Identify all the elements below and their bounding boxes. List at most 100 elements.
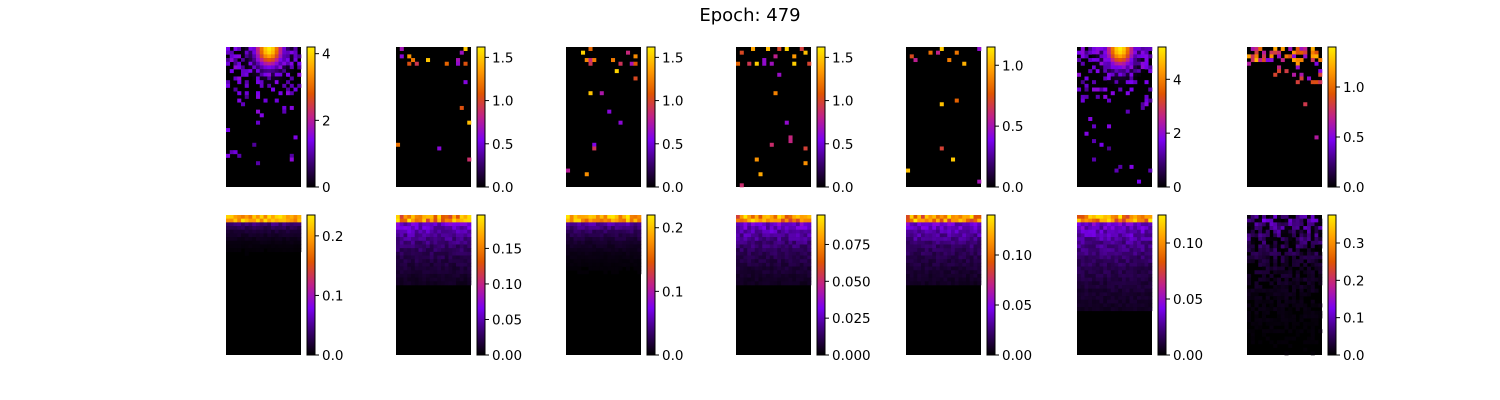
heatmap-cell	[962, 244, 967, 249]
heatmap-cell	[773, 259, 778, 264]
heatmap-cell	[943, 226, 948, 231]
heatmap-cell	[282, 69, 287, 74]
heatmap-cell	[1107, 215, 1112, 219]
heatmap-cell	[1129, 285, 1134, 289]
heatmap-cell	[626, 215, 631, 219]
heatmap-cell	[256, 58, 261, 63]
heatmap-cell	[1310, 244, 1315, 249]
heatmap-cell	[1095, 87, 1100, 92]
heatmap-cell	[766, 270, 771, 275]
heatmap-cell	[1277, 321, 1282, 326]
heatmap-cell	[581, 50, 586, 55]
heatmap-cell	[286, 58, 291, 63]
heatmap-cell	[259, 80, 264, 85]
heatmap-cell	[252, 233, 257, 238]
heatmap-cell	[977, 218, 982, 223]
heatmap-cell	[932, 270, 937, 275]
heatmap-cell	[566, 222, 571, 227]
heatmap-cell	[259, 69, 264, 74]
heatmap-cell	[1144, 233, 1149, 238]
heatmap-cell	[762, 237, 767, 242]
heatmap-cell	[803, 233, 808, 238]
heatmap-cell	[1129, 262, 1134, 267]
colorbar-tick-label: 0.00	[1173, 348, 1203, 364]
heatmap-cell	[259, 226, 264, 231]
heatmap-cell	[1318, 329, 1323, 334]
heatmap-cell	[792, 270, 797, 275]
heatmap-cell	[1303, 270, 1308, 275]
heatmap-cell	[573, 255, 578, 260]
heatmap-cell	[1310, 288, 1315, 293]
heatmap-cell	[233, 65, 238, 70]
heatmap-cell	[448, 277, 453, 282]
heatmap-cell	[452, 259, 457, 264]
heatmap-cell	[237, 237, 242, 242]
heatmap-cell	[1099, 251, 1104, 256]
heatmap-cell	[456, 215, 461, 219]
heatmap-cell	[237, 54, 242, 59]
heatmap-cell	[1269, 329, 1274, 334]
heatmap-cell	[743, 244, 748, 249]
heatmap-cell	[751, 277, 756, 282]
heatmap-cell	[637, 233, 642, 238]
heatmap-cell	[429, 215, 434, 219]
heatmap-cell	[566, 248, 571, 253]
heatmap-cell	[1280, 303, 1285, 308]
heatmap-cell	[603, 259, 608, 264]
heatmap-cell	[407, 226, 412, 231]
heatmap-cell	[973, 270, 978, 275]
heatmap-cell	[1077, 299, 1082, 304]
heatmap-cell	[762, 233, 767, 238]
heatmap-cell	[792, 255, 797, 260]
heatmap-cell	[1092, 233, 1097, 238]
heatmap-cell	[452, 226, 457, 231]
heatmap-cell	[1247, 248, 1252, 253]
heatmap-cell	[429, 262, 434, 267]
heatmap-cell	[792, 281, 797, 286]
heatmap-cell	[607, 233, 612, 238]
heatmap-cell	[947, 218, 952, 223]
heatmap-cell	[1284, 273, 1289, 278]
heatmap-cell	[1273, 226, 1278, 231]
heatmap-cell	[1280, 58, 1285, 63]
heatmap-cell	[754, 259, 759, 264]
heatmap-cell	[1099, 259, 1104, 264]
heatmap-cell	[396, 237, 401, 242]
heatmap-cell	[1280, 318, 1285, 323]
heatmap-cell	[1273, 259, 1278, 264]
heatmap-cell	[403, 240, 408, 245]
heatmap-cell	[252, 72, 257, 77]
heatmap-cell	[1254, 54, 1259, 59]
heatmap-cell	[629, 259, 634, 264]
heatmap-cell	[781, 259, 786, 264]
heatmap-cell	[1280, 307, 1285, 312]
heatmap-cell	[909, 259, 914, 264]
heatmap-cell	[739, 259, 744, 264]
heatmap-cell	[1310, 310, 1315, 315]
heatmap-cell	[1303, 54, 1308, 59]
heatmap-cell	[747, 240, 752, 245]
heatmap-cell	[807, 244, 812, 249]
heatmap-cell	[452, 281, 457, 286]
heatmap-cell	[633, 259, 638, 264]
heatmap-cell	[441, 226, 446, 231]
heatmap-cell	[939, 102, 944, 107]
heatmap-cell	[1140, 240, 1145, 245]
heatmap-cell	[297, 226, 302, 231]
heatmap-cell	[1118, 58, 1123, 63]
heatmap-cell	[1129, 307, 1134, 312]
heatmap-cell	[607, 215, 612, 219]
heatmap-cell	[267, 65, 272, 70]
heatmap-cell	[1125, 54, 1130, 59]
heatmap-cell	[1314, 277, 1319, 282]
heatmap-cell	[1092, 277, 1097, 282]
heatmap-cell	[762, 244, 767, 249]
heatmap-cell	[1307, 314, 1312, 319]
heatmap-cell	[429, 273, 434, 278]
heatmap-cell	[1129, 248, 1134, 253]
heatmap-cell	[1114, 80, 1119, 85]
heatmap-cell	[452, 233, 457, 238]
heatmap-cell	[226, 58, 231, 63]
heatmap-cell	[939, 215, 944, 219]
heatmap-cell	[1084, 240, 1089, 245]
